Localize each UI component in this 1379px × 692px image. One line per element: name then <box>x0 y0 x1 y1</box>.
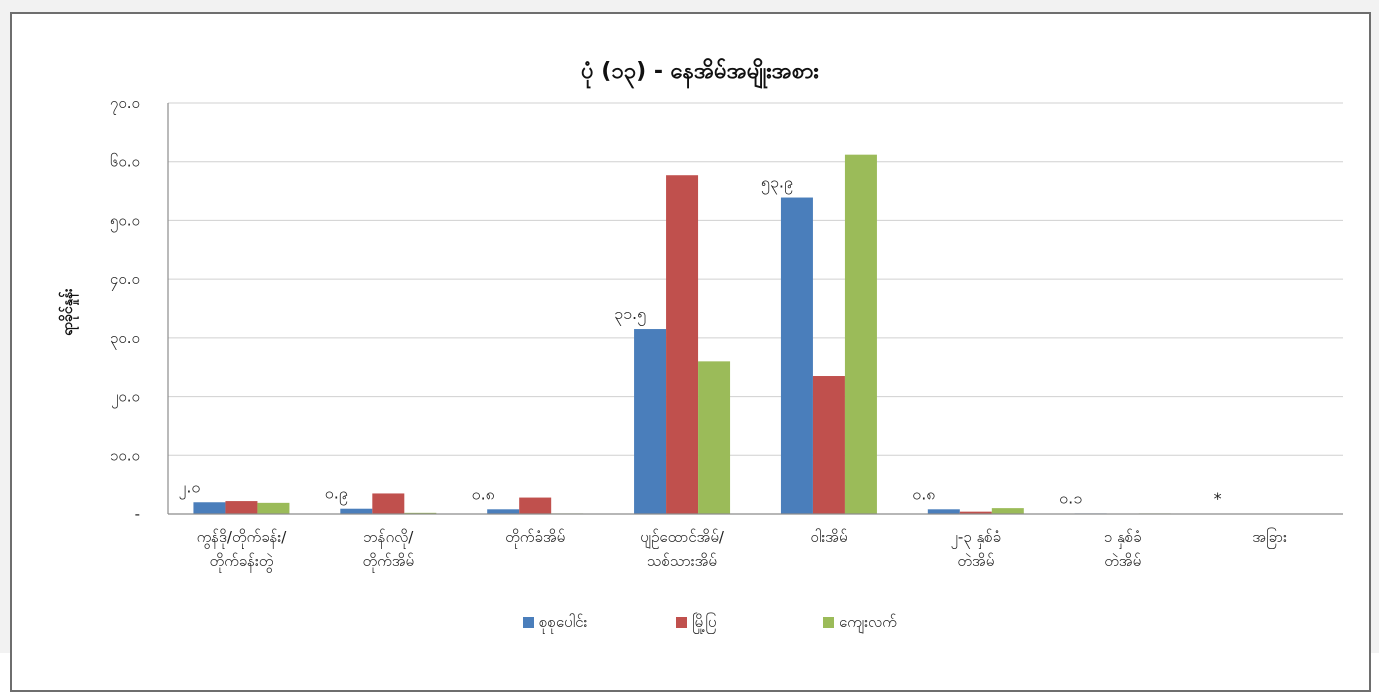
x-tick-label-line: သစ်သားအိမ် <box>647 552 717 570</box>
data-label: ၀.၈ <box>912 484 935 503</box>
bar <box>193 502 226 514</box>
x-tick-label: ၁ နှစ်ခံတဲအိမ် <box>1104 528 1142 570</box>
bar <box>927 509 960 514</box>
bar <box>698 361 731 514</box>
bar <box>634 329 667 514</box>
bar <box>257 502 290 514</box>
y-tick-label: ၅၀.၀ <box>110 211 140 232</box>
bar <box>991 508 1024 514</box>
x-tick-label-line: အခြား <box>1252 527 1287 549</box>
x-tick-label-line: ဝါးအိမ် <box>810 528 847 546</box>
bar <box>372 493 405 514</box>
y-tick-label: - <box>135 505 140 523</box>
data-label: ၂.၀ <box>178 477 200 499</box>
bars-group <box>193 154 1171 514</box>
bar <box>844 154 877 514</box>
x-tick-label: ဝါးအိမ် <box>810 528 847 546</box>
x-tick-label: ကွန်ဒို/တိုက်ခန်း/ တိုက်ခန်းတွဲ <box>197 528 288 573</box>
y-tick-label: ၇၀.၀ <box>110 94 140 115</box>
data-label: ၀.၁ <box>1059 488 1082 507</box>
bar <box>666 175 699 514</box>
data-label: * <box>1214 489 1222 508</box>
legend-swatch <box>523 617 534 628</box>
legend-swatch <box>676 617 687 628</box>
bar <box>959 511 992 514</box>
legend-swatch <box>823 617 834 628</box>
data-label: ၀.၈ <box>472 484 495 503</box>
x-tick-label-line: ၁ နှစ်ခံ <box>1104 528 1142 549</box>
y-tick-label: ၁၀.၀ <box>110 446 140 464</box>
bar <box>487 509 520 514</box>
data-label: ၅၃.၉ <box>761 173 793 195</box>
x-tick-label-line: ကွန်ဒို/တိုက်ခန်း/ <box>197 528 288 549</box>
x-tick-label-line: ပျဉ်ထောင်အိမ်/ <box>640 528 725 549</box>
x-tick-label: အခြား <box>1252 527 1287 549</box>
x-tick-label-line: တဲအိမ် <box>1104 552 1141 570</box>
x-tick-label-line: ၂-၃ နှစ်ခံ <box>951 528 1002 549</box>
x-tick-label-line: တိုက်ခံအိမ် <box>505 528 565 549</box>
chart-title: ပုံ (၁၃) - နေအိမ်အမျိုးအစား <box>581 57 819 89</box>
x-tick-label: ၂-၃ နှစ်ခံတဲအိမ် <box>951 528 1002 570</box>
bar <box>519 497 552 514</box>
y-tick-label: ၂၀.၀ <box>111 388 140 409</box>
y-tick-label: ၄၀.၀ <box>110 270 140 291</box>
legend-label: မြို့ပြ <box>692 612 716 634</box>
bar <box>780 197 813 514</box>
x-tick-label: ပျဉ်ထောင်အိမ်/ သစ်သားအိမ် <box>640 528 725 570</box>
bar-chart: ပုံ (၁၃) - နေအိမ်အမျိုးအစား ရာခိုင်နှုန်… <box>59 57 1343 634</box>
legend: စုစုပေါင်း မြို့ပြ ကျေးလက် <box>523 612 897 634</box>
y-tick-label: ၆၀.၀ <box>110 153 140 171</box>
y-tick-label: ၃၀.၀ <box>110 329 140 350</box>
labels-group: - ၁၀.၀ ၂၀.၀ ၃၀.၀ ၄၀.၀ ၅၀.၀ ၆၀.၀ ၇၀.၀၂.၀ကွန်ဒို/… <box>110 94 1287 573</box>
bar <box>340 508 373 514</box>
data-label: ၃၁.၅ <box>614 304 646 326</box>
bar <box>812 376 845 514</box>
x-tick-label: တိုက်ခံအိမ် <box>505 528 565 549</box>
bar <box>225 501 258 514</box>
x-tick-label-line: တိုက်အိမ် <box>363 552 415 573</box>
x-tick-label-line: တိုက်ခန်းတွဲ <box>209 552 273 573</box>
x-tick-label-line: ဘန်ဂလို/ <box>363 528 414 549</box>
legend-label: စုစုပေါင်း <box>539 613 587 634</box>
axes-group <box>167 103 1343 515</box>
legend-label: ကျေးလက် <box>839 613 897 634</box>
x-tick-label-line: တဲအိမ် <box>957 552 994 570</box>
gridlines <box>168 102 1343 456</box>
data-label: ၀.၉ <box>325 484 348 506</box>
x-tick-label: ဘန်ဂလို/ တိုက်အိမ် <box>363 528 415 573</box>
y-axis-label: ရာခိုင်နှုန်း <box>59 288 79 336</box>
